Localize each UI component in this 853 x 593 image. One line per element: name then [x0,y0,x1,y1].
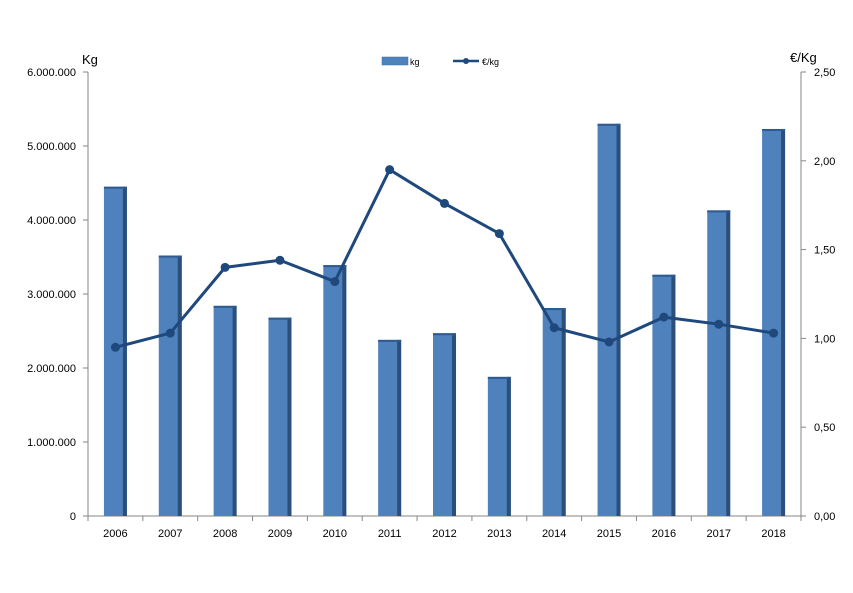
x-tick-label: 2008 [213,528,237,540]
x-tick-label: 2018 [761,528,785,540]
y-axis-right-title: €/Kg [790,50,817,65]
y-left-tick-label: 2.000.000 [27,363,76,375]
price-point-2008 [220,262,230,272]
bar-body [762,128,786,517]
bar-body [707,210,731,516]
x-tick-label: 2015 [597,528,621,540]
x-tick-label: 2013 [487,528,511,540]
bar-body [323,265,347,516]
price-point-2009 [275,255,285,265]
price-point-2007 [165,328,175,338]
y-right-tick-label: 0,00 [814,511,835,523]
x-tick-label: 2006 [103,528,127,540]
price-point-2017 [714,319,724,329]
y-left-tick-label: 6.000.000 [27,67,76,79]
bar-2011 [378,339,402,516]
bar-shade [232,305,237,516]
bar-body [433,333,456,516]
legend-label-eur-kg: €/kg [482,57,499,67]
x-tick-label: 2017 [706,528,730,540]
bar-shade [342,265,347,516]
legend: kg €/kg [381,56,499,67]
bar-top-edge [652,274,676,277]
bar-2009 [268,317,292,516]
y-right-tick-label: 2,50 [814,67,835,79]
bar-body [213,305,237,516]
bar-2010 [323,265,347,516]
bar-top-edge [433,333,456,336]
bar-2016 [652,274,676,516]
bar-top-edge [542,308,566,311]
bar-body [652,274,676,516]
price-point-2013 [494,229,504,239]
price-point-2012 [440,198,449,208]
x-tick-label: 2007 [158,528,182,540]
bar-shade [781,128,786,517]
y-right-tick-label: 1,50 [814,245,835,257]
price-point-2015 [604,337,614,347]
bar-top-edge [213,305,237,308]
bar-2008 [213,305,237,516]
bar-2017 [707,210,731,516]
bar-shade [397,339,402,516]
y-left-tick-label: 4.000.000 [27,215,76,227]
bar-top-edge [378,339,402,342]
price-point-2014 [549,323,559,333]
bar-shade [177,255,182,516]
bar-top-edge [103,186,127,189]
bar-shade [616,123,621,517]
legend-label-kg: kg [410,57,420,67]
bar-body [487,376,511,516]
x-tick-label: 2011 [378,528,402,540]
bar-2013 [487,376,511,516]
tick-labels: 0 1.000.000 2.000.000 3.000.000 4.000.000 5.0… [27,67,835,540]
y-left-tick-label: 5.000.000 [27,141,76,153]
bar-shade [287,317,292,516]
x-tick-label: 2012 [432,528,456,540]
bar-2015 [597,123,621,517]
bar-body [597,123,621,517]
bar-shade [506,376,511,516]
bar-top-edge [268,317,292,320]
y-left-tick-label: 1.000.000 [27,437,76,449]
bar-shade [671,274,676,516]
price-point-2006 [110,342,120,352]
bar-shade [452,333,456,516]
line-series [110,165,779,352]
bar-body [158,255,182,516]
bar-top-edge [597,123,621,126]
bar-top-edge [323,265,347,268]
legend-line-marker [463,58,469,64]
bar-top-edge [158,255,182,258]
y-axis-left-title: Kg [82,52,98,67]
price-point-2018 [769,328,779,338]
bar-top-edge [487,376,511,379]
legend-bar-swatch [381,56,409,66]
bar-2007 [158,255,182,516]
bar-2014 [542,308,566,516]
y-left-tick-label: 3.000.000 [27,289,76,301]
bar-top-edge [762,128,786,131]
y-right-tick-label: 2,00 [814,156,835,168]
bar-top-edge [707,210,731,213]
bar-shade [561,308,566,516]
bar-body [268,317,292,516]
bar-2018 [762,128,786,517]
x-tick-label: 2014 [542,528,566,540]
y-left-tick-label: 0 [70,511,76,523]
x-tick-label: 2010 [323,528,347,540]
x-tick-label: 2009 [268,528,292,540]
bar-2012 [433,333,456,516]
price-point-2011 [385,165,395,175]
y-right-tick-label: 0,50 [814,422,835,434]
price-point-2010 [330,277,340,287]
y-right-tick-label: 1,00 [814,333,835,345]
bar-shade [726,210,731,516]
price-point-2016 [659,312,669,322]
bar-body [378,339,402,516]
x-tick-label: 2016 [652,528,676,540]
bar-body [542,308,566,516]
bar-shade [122,186,127,516]
